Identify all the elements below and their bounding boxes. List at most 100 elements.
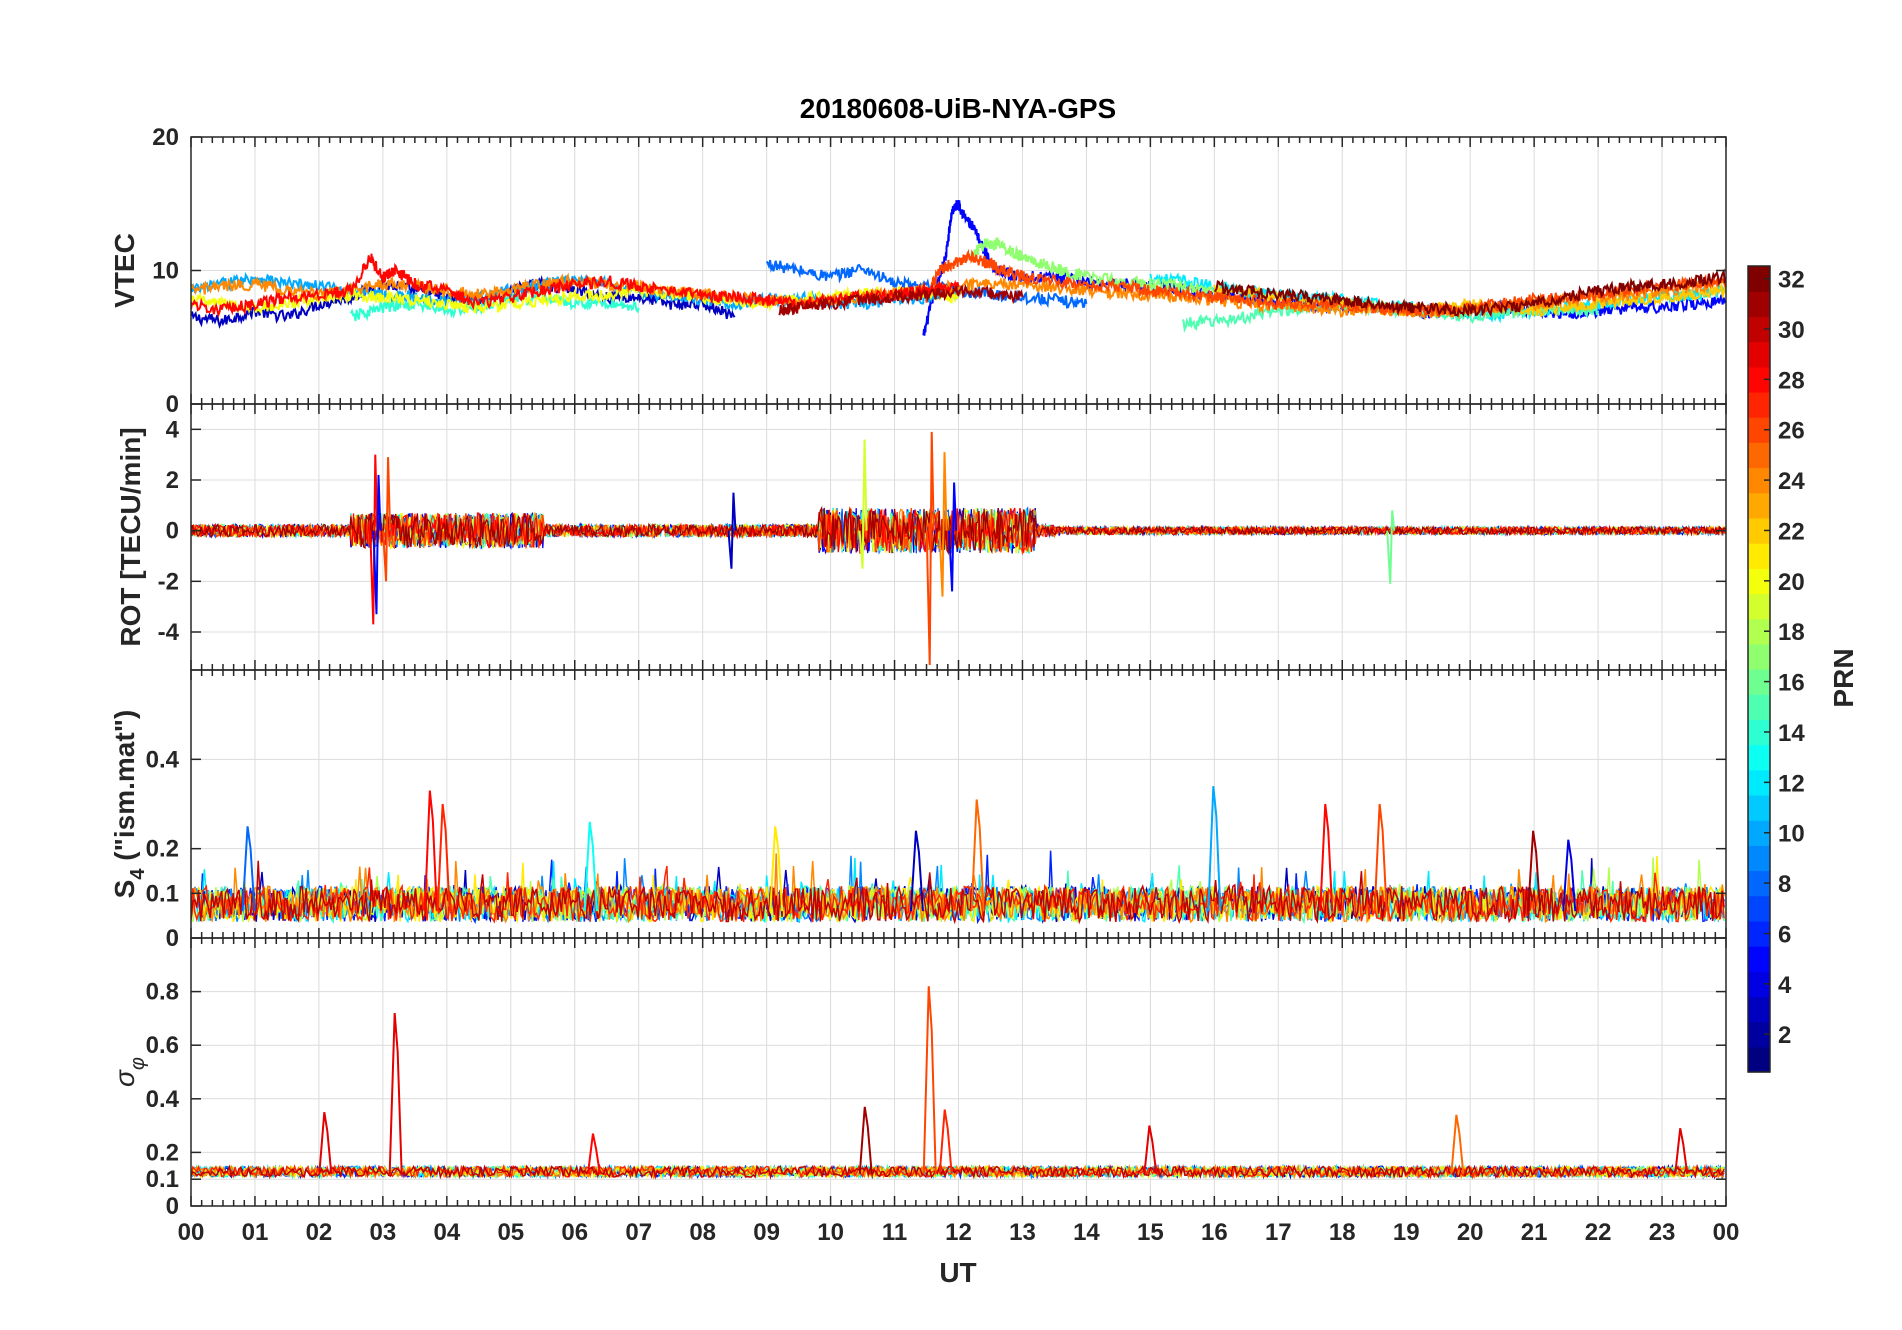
colorbar-segment	[1748, 694, 1770, 720]
y-tick-label: 0	[166, 518, 179, 545]
y-axis-label: ROT [TECU/min]	[115, 427, 146, 646]
y-axis-label: σφ	[109, 1057, 149, 1087]
rot-noise-prn-31	[191, 505, 1726, 556]
x-tick-label: 19	[1393, 1219, 1420, 1246]
x-tick-label: 04	[433, 1219, 460, 1246]
colorbar-segment	[1748, 669, 1770, 695]
rot-spike	[858, 439, 868, 569]
colorbar-segment	[1748, 341, 1770, 368]
peak-mark	[1527, 830, 1542, 912]
peak-mark	[586, 1133, 601, 1174]
series-group	[191, 199, 1726, 336]
peak-mark	[1207, 786, 1222, 912]
colorbar-tick-label: 6	[1778, 921, 1791, 948]
x-tick-label: 00	[1713, 1219, 1740, 1246]
peak-mark	[922, 986, 937, 1174]
colorbar-segment	[1748, 744, 1770, 771]
peak-mark	[583, 821, 598, 912]
colorbar-segment	[1748, 845, 1770, 872]
x-tick-label: 18	[1329, 1219, 1356, 1246]
colorbar-segment	[1748, 492, 1770, 519]
x-tick-label: 23	[1649, 1219, 1676, 1246]
panel-rot: -4 -2 0 2 4 ROT [TECU/min]	[115, 403, 1727, 671]
colorbar-segment	[1748, 391, 1770, 418]
peak-mark	[1143, 1125, 1158, 1174]
x-tick-label: 11	[882, 1219, 907, 1246]
series-line-prn-5	[922, 199, 1726, 336]
colorbar-tick-label: 2	[1778, 1022, 1791, 1049]
y-axis-label: VTEC	[109, 233, 140, 308]
x-tick-label: 01	[242, 1219, 269, 1246]
y-tick-label: 0.1	[146, 1166, 179, 1193]
colorbar-tick-label: 12	[1778, 770, 1805, 797]
y-tick-label: 0.4	[146, 1086, 180, 1113]
series-line-prn-17	[970, 237, 1216, 296]
peak-mark	[970, 799, 985, 912]
series-group	[191, 786, 1725, 925]
peak-mark	[1674, 1128, 1689, 1174]
panel-sigma-phi: 00.10.2 0.4 0.6 0.8 σφ	[109, 937, 1727, 1220]
y-tick-label: 0.6	[146, 1032, 179, 1059]
colorbar-segment	[1748, 618, 1770, 645]
y-tick-label: 0.8	[146, 979, 179, 1006]
colorbar-segment	[1748, 568, 1770, 595]
rot-spike	[948, 482, 958, 592]
rot-spike	[382, 457, 392, 582]
x-axis-label: UT	[939, 1257, 976, 1288]
series-line-prn-31	[778, 283, 1024, 317]
y-tick-label: 2	[166, 467, 179, 494]
colorbar-frame	[1747, 265, 1771, 1073]
x-tick-label: 12	[945, 1219, 972, 1246]
noise-line-prn-30	[191, 860, 1725, 925]
colorbar-segment	[1748, 719, 1770, 746]
colorbar-segment	[1748, 442, 1770, 469]
peak-mark	[1450, 1114, 1465, 1174]
y-tick-label: 20	[152, 124, 179, 151]
peak-mark	[388, 1012, 403, 1174]
noise-line-prn-30	[191, 1163, 1725, 1180]
colorbar-segment	[1748, 971, 1770, 998]
colorbar-segment	[1748, 820, 1770, 846]
colorbar-tick-label: 32	[1778, 267, 1805, 294]
rot-spike	[1386, 510, 1396, 584]
y-tick-label: -2	[158, 568, 179, 595]
colorbar-segment	[1748, 543, 1770, 569]
rot-spike	[372, 474, 382, 615]
colorbar-tick-label: 30	[1778, 317, 1805, 344]
colorbar-segment	[1748, 593, 1770, 620]
x-tick-label: 20	[1457, 1219, 1484, 1246]
rot-spike	[925, 431, 935, 665]
x-tick-label: 03	[370, 1219, 397, 1246]
colorbar-tick-label: 18	[1778, 619, 1805, 646]
colorbar-segment	[1748, 920, 1770, 947]
colorbar-label: PRN	[1828, 648, 1859, 707]
x-tick-label: 15	[1137, 1219, 1164, 1246]
y-tick-label: 0	[166, 925, 179, 952]
y-axis-label: S4 ("ism.mat")	[109, 710, 149, 899]
colorbar-segment	[1748, 417, 1770, 443]
y-tick-label: -4	[158, 619, 180, 646]
colorbar-tick-label: 20	[1778, 569, 1805, 596]
peak-mark	[858, 1106, 873, 1174]
chart-title: 20180608-UiB-NYA-GPS	[800, 93, 1116, 124]
x-tick-label: 09	[753, 1219, 780, 1246]
x-axis: 00 01 02 03 04 05 06 07 08 09 10 11 12 13 14 15 16 17 18 19…	[178, 1219, 1740, 1246]
noise-line-prn-27	[191, 865, 1725, 924]
x-tick-label: 07	[625, 1219, 652, 1246]
colorbar-tick-label: 26	[1778, 418, 1805, 445]
x-tick-label: 00	[178, 1219, 205, 1246]
x-tick-label: 05	[497, 1219, 524, 1246]
peak-mark	[423, 790, 438, 912]
x-tick-label: 17	[1265, 1219, 1292, 1246]
peak-mark	[1373, 803, 1388, 912]
colorbar-segment	[1748, 517, 1770, 544]
colorbar-tick-label: 24	[1778, 468, 1805, 495]
colorbar-segment	[1748, 794, 1770, 821]
x-tick-label: 10	[817, 1219, 844, 1246]
series-line-prn-8	[765, 259, 1088, 309]
x-tick-label: 02	[306, 1219, 333, 1246]
y-tick-label: 4	[166, 416, 180, 443]
colorbar-segment	[1748, 366, 1770, 393]
